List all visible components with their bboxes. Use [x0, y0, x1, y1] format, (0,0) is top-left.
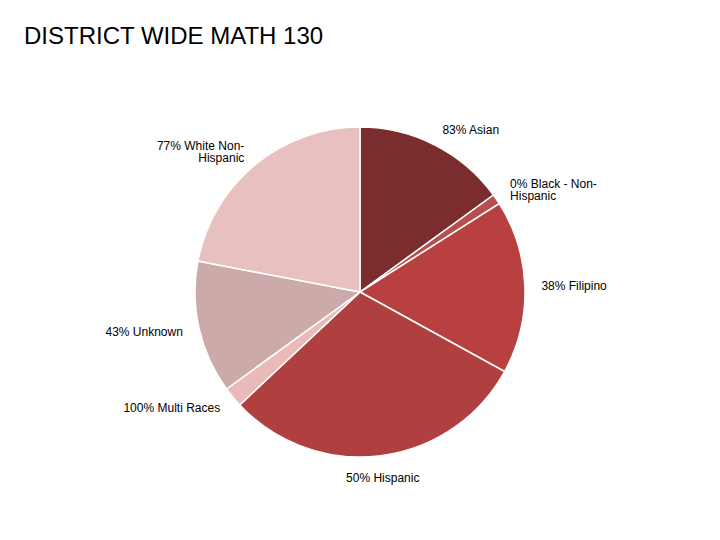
- slice-label: 0% Black - Non-Hispanic: [510, 177, 597, 203]
- slice: [198, 127, 360, 292]
- slice-label: 77% White Non-Hispanic: [157, 139, 244, 165]
- pie: [195, 127, 525, 457]
- slice-label: 43% Unknown: [105, 325, 182, 339]
- slice-label: 83% Asian: [442, 123, 499, 137]
- slice-label: 50% Hispanic: [346, 471, 419, 485]
- chart: DISTRICT WIDE MATH 130 83% Asian 0% Black …: [0, 0, 720, 540]
- slice-label: 100% Multi Races: [123, 401, 220, 415]
- slice-label: 38% Filipino: [541, 279, 607, 293]
- labels: 83% Asian 0% Black - Non-Hispanic 38% Fili…: [105, 123, 607, 485]
- title: DISTRICT WIDE MATH 130: [24, 22, 323, 49]
